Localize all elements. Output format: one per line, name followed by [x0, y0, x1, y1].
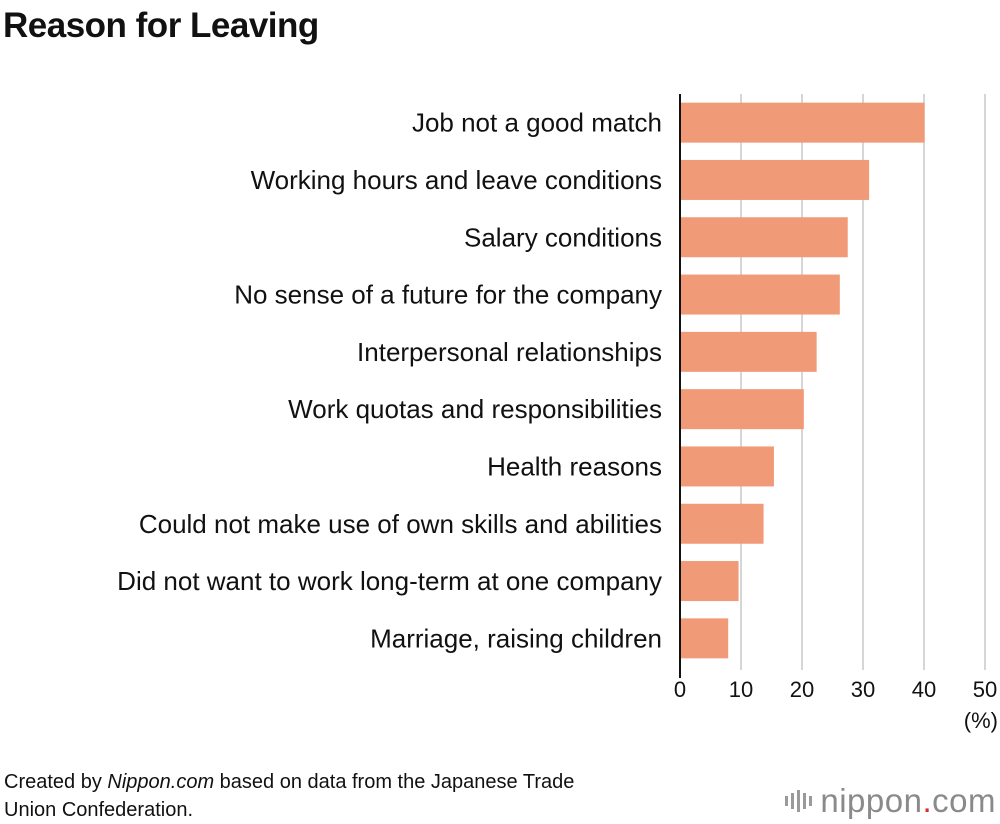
- bar-3: [680, 217, 848, 258]
- source-note: Created by Nippon.com based on data from…: [4, 768, 574, 824]
- logo-bars-icon: [785, 790, 813, 812]
- bar-2: [680, 159, 870, 200]
- bar-7: [680, 446, 774, 487]
- bar-4: [680, 274, 840, 315]
- bar-9: [680, 561, 739, 602]
- x-tick-label-40: 40: [912, 677, 936, 702]
- bar-8: [680, 503, 764, 544]
- source-text-1: based on data from the Japanese Trade: [214, 771, 575, 793]
- category-label-1: Job not a good match: [412, 108, 662, 138]
- category-label-8: Could not make use of own skills and abi…: [139, 509, 662, 539]
- x-tick-label-30: 30: [851, 677, 875, 702]
- source-name: Nippon.com: [107, 771, 215, 793]
- x-tick-label-0: 0: [674, 677, 686, 702]
- category-label-10: Marriage, raising children: [370, 623, 662, 653]
- nippon-logo: nippon. com: [785, 782, 996, 820]
- category-label-3: Salary conditions: [464, 222, 662, 252]
- source-line-2: Union Confederation.: [4, 799, 194, 821]
- bar-10: [680, 618, 729, 659]
- source-line-1: Created by Nippon.com based on data from…: [4, 768, 574, 796]
- x-tick-label-50: 50: [973, 677, 997, 702]
- bar-1: [680, 102, 925, 143]
- logo-suffix: com: [932, 782, 996, 819]
- bar-chart: Job not a good match Working hours and le…: [117, 94, 998, 733]
- created-by-text: Created by: [4, 771, 108, 793]
- category-label-2: Working hours and leave conditions: [251, 165, 662, 195]
- x-tick-label-10: 10: [729, 677, 753, 702]
- bar-5: [680, 331, 817, 372]
- x-tick-label-20: 20: [790, 677, 814, 702]
- category-label-5: Interpersonal relationships: [357, 337, 662, 367]
- category-label-7: Health reasons: [487, 451, 662, 481]
- bar-6: [680, 389, 804, 430]
- logo-name: nippon: [820, 782, 923, 819]
- category-label-9: Did not want to work long-term at one co…: [117, 566, 662, 596]
- logo-dot: .: [922, 782, 933, 819]
- unit-label: (%): [964, 708, 998, 733]
- category-label-6: Work quotas and responsibilities: [288, 394, 662, 424]
- chart-title: Reason for Leaving: [3, 6, 319, 45]
- category-label-4: No sense of a future for the company: [234, 280, 662, 310]
